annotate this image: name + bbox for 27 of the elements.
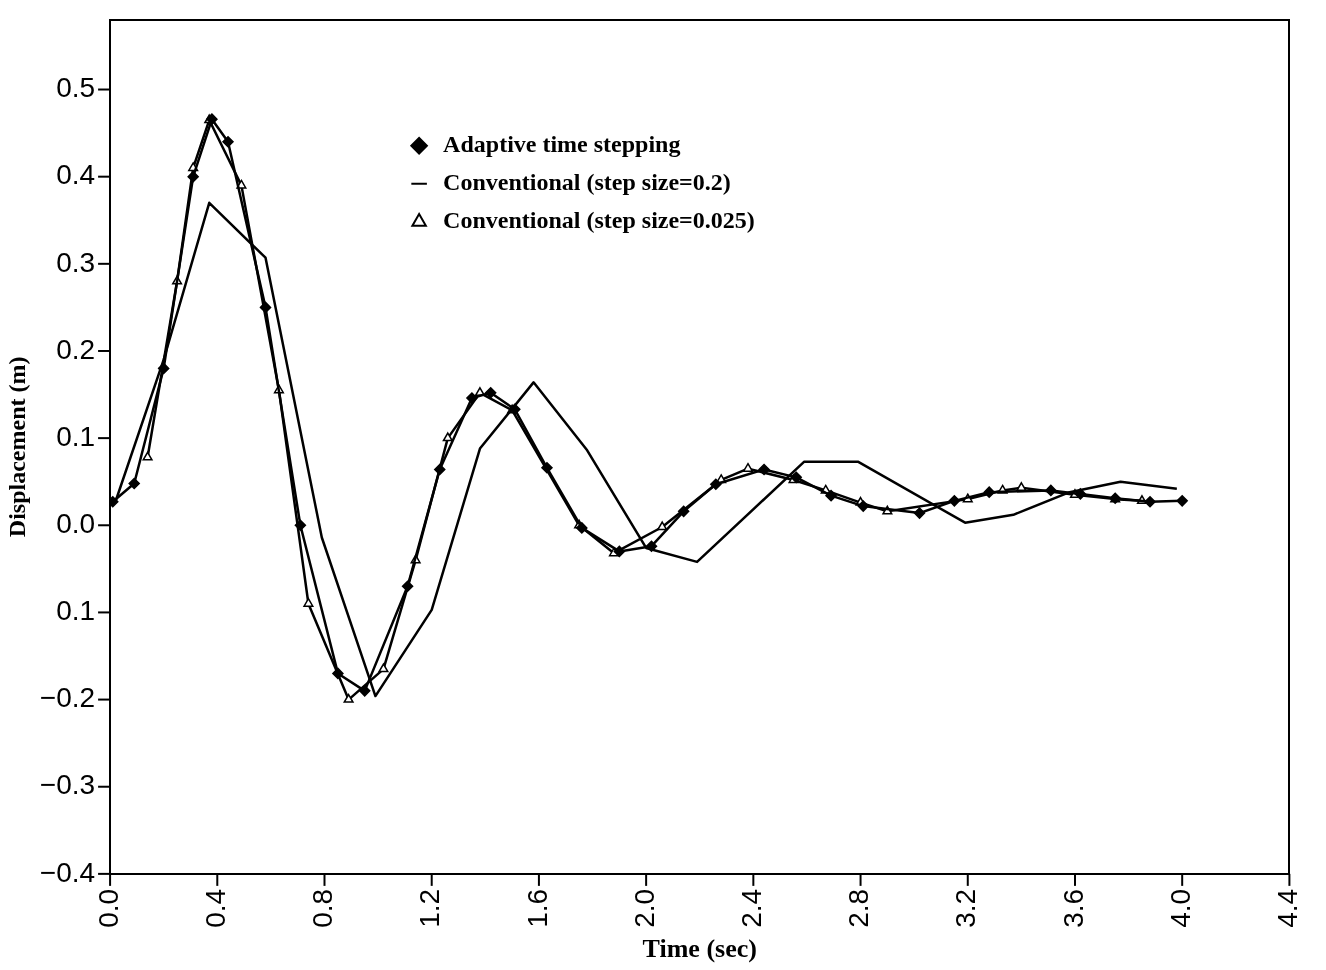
- y-tick-label: 0.1: [56, 595, 96, 627]
- x-tick-label: 2.0: [628, 888, 660, 928]
- y-tick-label: 0.5: [56, 72, 96, 104]
- x-tick-label: 4.0: [1164, 888, 1196, 928]
- y-tick-label: 0.4: [56, 159, 96, 191]
- x-tick-label: 0.8: [307, 888, 339, 928]
- y-tick-label: −0.4: [39, 856, 96, 888]
- y-tick-label: 0.0: [56, 507, 96, 539]
- x-tick-label: 2.4: [736, 888, 768, 928]
- x-axis-title: Time (sec): [642, 934, 757, 964]
- legend-label: Conventional (step size=0.025): [443, 207, 755, 233]
- x-tick-label: 1.6: [521, 888, 553, 928]
- x-tick-label: 2.8: [843, 888, 875, 928]
- y-tick-label: −0.2: [39, 682, 96, 714]
- x-tick-label: 4.4: [1272, 888, 1304, 928]
- x-tick-label: 0.0: [92, 888, 124, 928]
- legend-label: Conventional (step size=0.2): [443, 169, 731, 195]
- x-tick-label: 3.6: [1057, 888, 1089, 928]
- y-tick-label: −0.3: [39, 769, 96, 801]
- x-tick-label: 0.4: [200, 888, 232, 928]
- y-tick-label: 0.1: [56, 420, 96, 452]
- y-axis-title: Displacement (m): [3, 356, 30, 538]
- legend-label: Adaptive time stepping: [443, 131, 681, 157]
- x-tick-label: 3.2: [950, 888, 982, 928]
- x-tick-label: 1.2: [414, 888, 446, 928]
- y-tick-label: 0.3: [56, 246, 96, 278]
- y-tick-label: 0.2: [56, 333, 96, 365]
